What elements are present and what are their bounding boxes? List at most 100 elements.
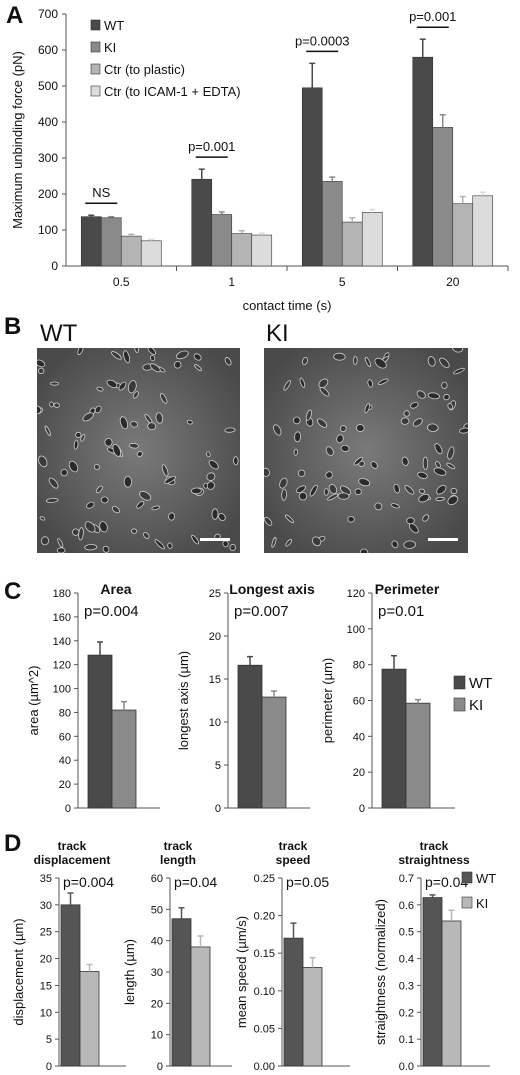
cell bbox=[131, 528, 138, 534]
cell bbox=[102, 545, 110, 553]
micrograph-label-wt: WT bbox=[40, 320, 78, 347]
cell bbox=[134, 348, 139, 354]
cell bbox=[38, 367, 45, 375]
cell bbox=[299, 377, 306, 388]
cell bbox=[433, 467, 447, 476]
cell bbox=[317, 418, 328, 428]
panel-letter-d: D bbox=[4, 830, 22, 857]
cell bbox=[123, 350, 131, 364]
cell bbox=[285, 538, 293, 547]
cell bbox=[37, 405, 42, 415]
cell bbox=[154, 539, 165, 550]
legend-label: KI bbox=[104, 40, 116, 55]
cell bbox=[367, 379, 373, 388]
y-tick-label: 40 bbox=[151, 936, 163, 948]
chart-title: track bbox=[164, 839, 193, 853]
chart-title: speed bbox=[276, 853, 311, 867]
legend-swatch bbox=[453, 697, 466, 712]
legend-label: KI bbox=[469, 697, 483, 714]
y-tick-label: 80 bbox=[59, 707, 71, 719]
cell bbox=[336, 434, 344, 444]
x-tick-label: 5 bbox=[339, 275, 346, 289]
cell bbox=[436, 484, 447, 495]
cell bbox=[96, 386, 104, 392]
cell bbox=[364, 356, 371, 368]
cell bbox=[418, 488, 426, 494]
chart-title: track bbox=[58, 839, 87, 853]
micrograph-label-ki: KI bbox=[266, 320, 289, 347]
x-tick-label: 1 bbox=[228, 275, 235, 289]
cell bbox=[160, 393, 168, 404]
cell bbox=[417, 471, 428, 479]
y-tick-label: 180 bbox=[53, 588, 71, 600]
cell bbox=[410, 401, 419, 409]
y-tick-label: 0 bbox=[65, 803, 71, 815]
cell bbox=[450, 487, 458, 495]
cell bbox=[176, 350, 189, 360]
y-tick-label: 35 bbox=[40, 873, 52, 885]
y-tick-label: 0 bbox=[157, 1061, 163, 1073]
y-tick-label: 15 bbox=[209, 674, 221, 686]
y-tick-label: 100 bbox=[38, 223, 58, 237]
cell bbox=[191, 487, 202, 495]
cell bbox=[57, 538, 64, 548]
significance-label: NS bbox=[92, 185, 110, 200]
cell bbox=[323, 488, 329, 496]
cell bbox=[167, 542, 173, 549]
micrograph-cells bbox=[37, 348, 240, 553]
cell bbox=[327, 493, 339, 501]
panel-letter-a: A bbox=[6, 2, 24, 29]
y-tick-label: 120 bbox=[347, 588, 365, 600]
cell bbox=[68, 460, 79, 473]
bar-WT bbox=[381, 668, 407, 809]
cell bbox=[447, 402, 454, 410]
cell bbox=[401, 456, 409, 466]
y-tick-label: 5 bbox=[46, 1034, 52, 1046]
scale-bar-ki bbox=[428, 538, 458, 541]
cell bbox=[340, 444, 350, 452]
cell bbox=[37, 359, 46, 368]
y-tick-label: 30 bbox=[151, 967, 163, 979]
cell bbox=[347, 515, 355, 523]
y-tick-label: 0.6 bbox=[399, 900, 414, 912]
y-tick-label: 0.3 bbox=[399, 980, 414, 992]
cell bbox=[435, 461, 441, 469]
y-tick-label: 60 bbox=[59, 731, 71, 743]
legend-label: Ctr (to plastic) bbox=[104, 62, 185, 77]
cell bbox=[118, 381, 127, 391]
y-tick-label: 30 bbox=[40, 900, 52, 912]
cell bbox=[264, 467, 270, 477]
y-tick-label: 0.05 bbox=[254, 1023, 275, 1035]
y-tick-label: 120 bbox=[53, 660, 71, 672]
y-tick-label: 300 bbox=[38, 151, 58, 165]
scale-bar-wt bbox=[200, 538, 230, 541]
legend-label: WT bbox=[104, 18, 124, 33]
cell bbox=[311, 536, 322, 547]
y-tick-label: 0.15 bbox=[254, 948, 275, 960]
cell bbox=[354, 488, 362, 496]
y-tick-label: 20 bbox=[59, 779, 71, 791]
bar-WT bbox=[60, 904, 81, 1067]
micrograph-ki bbox=[264, 348, 468, 553]
chart-title: Area bbox=[100, 581, 131, 597]
y-tick-label: 10 bbox=[40, 1007, 52, 1019]
cell bbox=[119, 416, 128, 430]
cell bbox=[370, 461, 378, 469]
legend-swatch bbox=[453, 675, 466, 690]
cell bbox=[100, 496, 109, 504]
cell bbox=[447, 495, 459, 506]
bar-WT bbox=[283, 937, 304, 1067]
cell bbox=[206, 472, 216, 481]
cell bbox=[143, 532, 150, 539]
cell bbox=[155, 412, 164, 424]
chart-title: length bbox=[160, 853, 196, 867]
cell bbox=[418, 493, 430, 503]
cell bbox=[128, 443, 139, 449]
cell bbox=[377, 378, 389, 385]
cell bbox=[149, 363, 161, 373]
cell bbox=[56, 547, 66, 553]
y-tick-label: 5 bbox=[215, 760, 221, 772]
y-tick-label: 20 bbox=[353, 767, 365, 779]
cell bbox=[206, 451, 211, 458]
cell bbox=[325, 446, 334, 456]
